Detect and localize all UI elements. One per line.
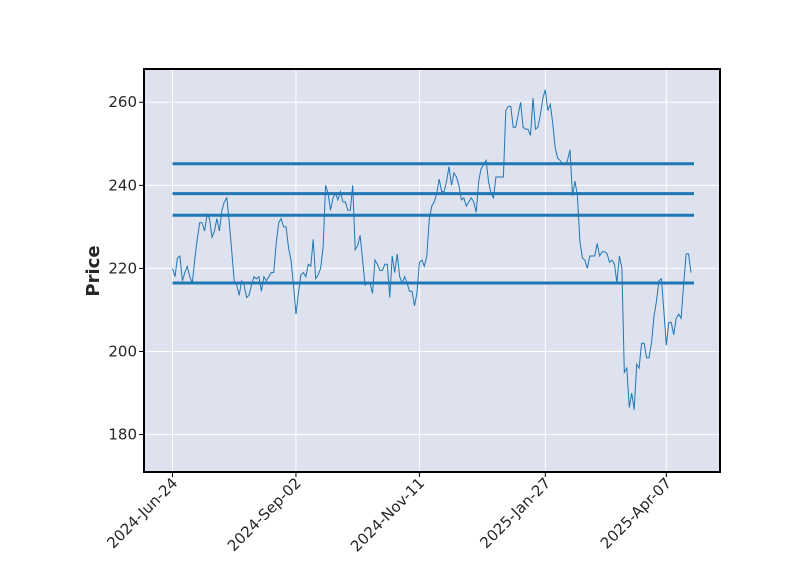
x-tick-label: 2025-Jan-27 [476, 474, 554, 552]
plot-background [144, 69, 720, 472]
price-series-line [172, 89, 692, 410]
y-tick-label: 220 [108, 259, 137, 277]
y-axis-ticks: 180 200 220 240 260 [108, 93, 144, 444]
x-tick-label: 2025-Apr-07 [597, 474, 675, 552]
y-tick-label: 240 [108, 176, 137, 194]
y-axis-label: Price [83, 245, 104, 296]
grid-lines [144, 69, 720, 472]
plot-frame [143, 68, 721, 473]
level-lines [172, 162, 694, 285]
x-tick-label: 2024-Nov-11 [347, 474, 428, 555]
y-tick-label: 180 [108, 426, 137, 444]
y-tick-label: 200 [108, 343, 137, 361]
y-tick-label: 260 [108, 93, 137, 111]
x-tick-label: 2024-Sep-02 [224, 474, 305, 555]
x-tick-label: 2024-Jun-24 [103, 474, 181, 552]
x-axis-ticks: 2024-Jun-24 2024-Sep-02 2024-Nov-11 2025-Ja… [103, 472, 675, 555]
